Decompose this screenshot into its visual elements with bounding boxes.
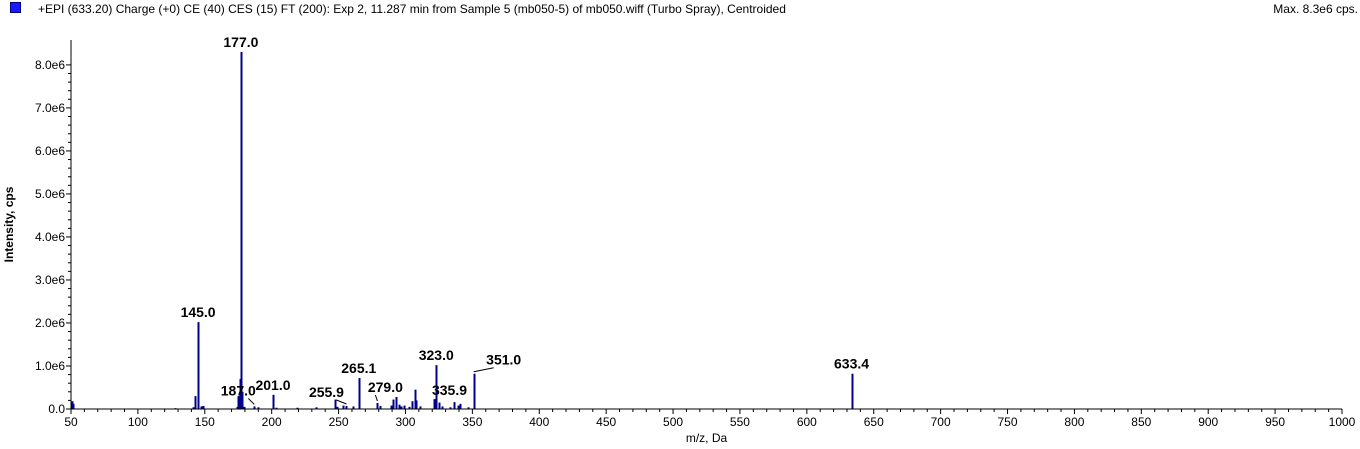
x-axis-title: m/z, Da [686,431,728,445]
y-tick-label: 6.0e6 [35,144,65,158]
x-tick-label: 200 [262,415,282,429]
x-tick-label: 700 [931,415,951,429]
peaks-layer [71,52,854,409]
x-tick-label: 650 [864,415,884,429]
x-tick-label: 600 [797,415,817,429]
peak-label: 633.4 [834,356,869,372]
x-tick-label: 400 [529,415,549,429]
peak-label: 335.9 [432,382,467,398]
peak-label: 187.0 [221,382,256,398]
y-axis-title: Intensity, cps [2,186,16,262]
x-tick-label: 350 [462,415,482,429]
x-tick-label: 550 [730,415,750,429]
peak-label-leader [247,398,255,405]
peak-label: 145.0 [181,304,216,320]
y-tick-label: 1.0e6 [35,359,65,373]
x-tick-label: 150 [195,415,215,429]
y-tick-label: 7.0e6 [35,101,65,115]
x-tick-label: 850 [1131,415,1151,429]
y-tick-label: 2.0e6 [35,316,65,330]
peak-label: 265.1 [341,360,376,376]
peak-label-leader [473,367,494,373]
chart-header: +EPI (633.20) Charge (+0) CE (40) CES (1… [0,0,1360,20]
peak-label: 323.0 [419,347,454,363]
peak-label: 255.9 [309,384,344,400]
x-tick-label: 950 [1265,415,1285,429]
peak-label-leader [336,399,347,405]
x-tick-label: 750 [998,415,1018,429]
y-tick-label: 5.0e6 [35,187,65,201]
x-tick-label: 1000 [1329,415,1356,429]
peak-labels-layer: 177.0 145.0 187.0 201.0 255.9 265.1 279.0 323.0… [181,34,869,405]
x-tick-label: 450 [596,415,616,429]
max-intensity-label: Max. 8.3e6 cps. [1273,2,1358,16]
chart-title: +EPI (633.20) Charge (+0) CE (40) CES (1… [38,2,786,16]
axes-layer: 50 100 150 200 250 300 350 400 450 500 550 600 650 70… [35,40,1356,429]
x-tick-label: 500 [663,415,683,429]
peak-label: 201.0 [255,377,290,393]
y-tick-label: 0.0 [48,402,65,416]
peak-label: 177.0 [223,34,258,50]
peak-label: 351.0 [486,352,521,368]
x-tick-label: 250 [329,415,349,429]
y-tick-label: 3.0e6 [35,273,65,287]
x-tick-label: 50 [64,415,78,429]
legend-swatch[interactable] [10,2,21,13]
peak-label-leader [374,394,378,402]
peak-label: 279.0 [368,379,403,395]
x-tick-label: 100 [128,415,148,429]
x-tick-label: 800 [1064,415,1084,429]
y-tick-label: 8.0e6 [35,58,65,72]
y-tick-label: 4.0e6 [35,230,65,244]
x-tick-label: 900 [1198,415,1218,429]
x-tick-label: 300 [395,415,415,429]
